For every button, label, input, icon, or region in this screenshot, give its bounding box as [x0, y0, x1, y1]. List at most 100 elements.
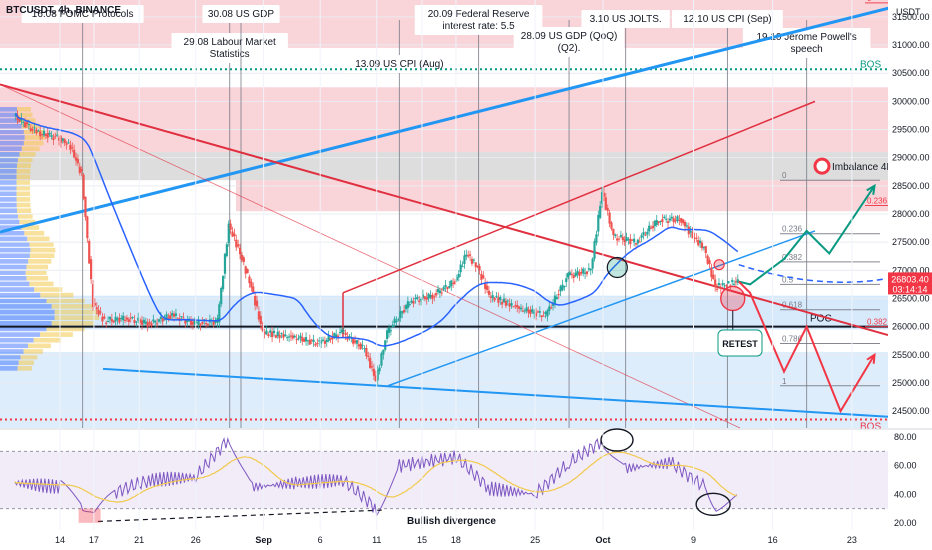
event-label: (Q2). — [558, 43, 581, 54]
candle-body — [331, 336, 334, 340]
candle-body — [167, 317, 170, 319]
candle-body — [599, 205, 602, 218]
volume-profile-bar — [27, 236, 50, 242]
candle-body — [57, 137, 61, 141]
event-callout[interactable] — [21, 5, 144, 23]
event-callout[interactable] — [414, 5, 543, 35]
candle-body — [101, 316, 104, 322]
candle-body — [440, 292, 443, 294]
volume-profile-bar — [17, 214, 33, 219]
candle-body — [27, 124, 30, 126]
candle-body — [312, 339, 315, 343]
candle-body — [88, 240, 91, 264]
volume-profile-bar — [0, 140, 24, 146]
event-callout[interactable] — [171, 33, 288, 63]
candle-body — [84, 196, 87, 218]
candle-body — [719, 287, 722, 290]
volume-profile-bar — [26, 264, 49, 270]
candle-body — [536, 311, 540, 313]
candle-body — [310, 339, 313, 341]
divergence-line — [97, 509, 385, 523]
y-tick-label: 28000.00 — [892, 209, 930, 219]
candle-body — [406, 301, 409, 309]
event-callout[interactable] — [202, 5, 280, 23]
candle-body — [95, 307, 98, 310]
candle-body — [231, 231, 234, 237]
y-tick-label: 26500.00 — [892, 293, 930, 303]
x-tick-label: 14 — [55, 535, 65, 545]
y-tick-label: 25000.00 — [892, 378, 930, 388]
candle-body — [478, 265, 481, 271]
candle-body — [48, 132, 51, 135]
current-price-tag[interactable] — [888, 272, 932, 295]
candle-body — [69, 144, 72, 150]
x-tick-label: 23 — [847, 535, 857, 545]
candle-body — [565, 278, 568, 283]
candle-body — [576, 271, 579, 275]
ascending-trendline-blue — [0, 0, 927, 234]
currency-label[interactable]: USDT — [896, 7, 921, 17]
volume-profile-bar — [23, 140, 44, 146]
candle-body — [485, 285, 489, 290]
candle-body — [267, 334, 270, 337]
candle-body — [502, 298, 506, 303]
y-tick-label: 30500.00 — [892, 68, 930, 78]
candle-body — [627, 239, 630, 241]
rsi-ma-line — [14, 451, 738, 503]
volume-profile-bar — [0, 208, 18, 213]
volume-profile-bar — [21, 146, 40, 152]
candle-body — [680, 217, 683, 223]
volume-profile-bar — [16, 174, 31, 180]
candle-body — [419, 299, 423, 301]
volume-profile-bar — [0, 332, 41, 337]
candle-body — [295, 339, 298, 341]
candle-body — [508, 303, 511, 307]
fib-main-label: 0.618 — [782, 301, 803, 310]
candle-body — [655, 220, 658, 225]
fib-main-label: 0.382 — [782, 253, 803, 262]
candle-body — [678, 219, 681, 221]
candle-body — [316, 342, 319, 344]
retest-badge[interactable] — [717, 329, 763, 357]
candle-body — [155, 323, 159, 325]
volume-profile-bar — [0, 349, 24, 354]
symbol-title[interactable]: BTCUSDT, 4h, BINANCE — [6, 5, 121, 16]
candle-body — [715, 288, 719, 290]
imbalance-icon — [813, 157, 831, 175]
volume-profile-bar — [0, 343, 28, 349]
candle-body — [444, 284, 447, 287]
bar-countdown: 03:14:14 — [892, 284, 927, 294]
candle-body — [370, 366, 374, 368]
volume-profile-bar — [25, 270, 47, 275]
event-callout[interactable] — [672, 10, 783, 28]
candle-body — [344, 332, 347, 336]
candle-body — [63, 139, 66, 144]
candle-body — [606, 208, 609, 211]
candle-body — [259, 315, 262, 325]
volume-profile-bar — [28, 259, 52, 264]
candle-body — [633, 238, 636, 243]
volume-profile-bar — [46, 298, 85, 304]
candle-body — [616, 238, 619, 241]
volume-profile-bar — [0, 287, 35, 292]
volume-profile-bar — [0, 292, 41, 298]
candle-body — [56, 134, 59, 136]
candle-body — [723, 285, 726, 287]
candle-body — [399, 311, 402, 319]
event-callout[interactable] — [513, 27, 625, 57]
candle-body — [135, 321, 138, 323]
candle-body — [25, 122, 29, 125]
x-tick-label: 21 — [134, 535, 144, 545]
candle-body — [452, 282, 455, 284]
event-callout[interactable] — [581, 10, 670, 28]
candle-body — [97, 310, 100, 315]
candle-body — [617, 238, 621, 240]
candle-body — [436, 289, 440, 293]
candle-body — [148, 321, 151, 324]
candle-body — [284, 334, 287, 337]
candle-body — [199, 324, 202, 326]
candle-body — [74, 157, 78, 161]
volume-profile-bar — [0, 304, 52, 309]
